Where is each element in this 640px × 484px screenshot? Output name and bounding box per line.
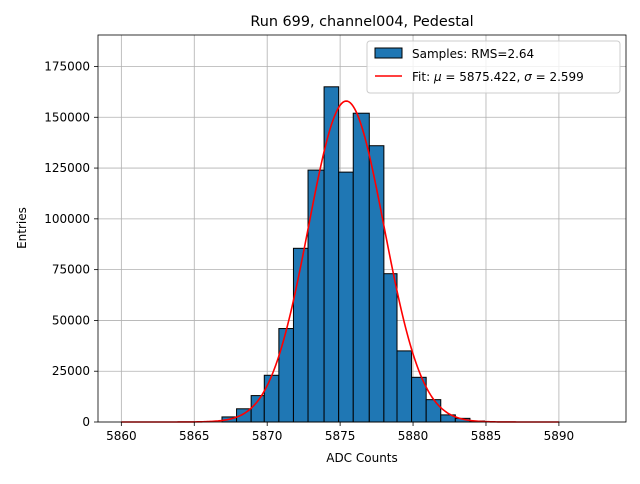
histogram-bar [383,273,398,423]
histogram-bars [221,86,486,423]
x-tick-label: 5860 [106,429,137,443]
x-tick-label: 5890 [544,429,575,443]
x-tick-label: 5875 [325,429,356,443]
histogram-bar [292,247,309,423]
legend-fit-label: Fit: μ = 5875.422, σ = 2.599 [412,70,584,84]
x-tick-label: 5865 [179,429,210,443]
y-tick-label: 50000 [52,313,90,327]
x-axis-label: ADC Counts [326,451,398,465]
legend-histogram-label: Samples: RMS=2.64 [412,47,534,61]
chart-title: Run 699, channel004, Pedestal [250,14,473,30]
y-tick-label: 25000 [52,364,90,378]
y-tick-label: 0 [82,415,90,429]
histogram-bar [396,350,413,423]
x-tick-label: 5885 [471,429,502,443]
y-tick-label: 125000 [44,161,90,175]
histogram-bar [425,399,442,423]
x-tick-label: 5870 [252,429,283,443]
histogram-bar [338,171,354,423]
histogram-bar [250,395,265,423]
y-tick-label: 175000 [44,59,90,73]
histogram-bar [323,86,340,423]
y-axis-label: Entries [15,207,29,249]
histogram-bar [307,169,325,423]
legend-box [366,40,621,94]
x-tick-label: 5880 [398,429,429,443]
legend-histogram-swatch [374,47,403,59]
histogram-bar [278,328,294,423]
y-tick-label: 100000 [44,212,90,226]
axis-ticks: 5860 5865 5870 5875 5880 5885 5890 0 25000 50000 7… [44,59,574,443]
histogram-bar [263,374,280,423]
legend: Samples: RMS=2.64 Fit: μ = 5875.422, σ =… [366,40,621,94]
y-tick-label: 150000 [44,110,90,124]
histogram-bar [352,112,370,423]
y-tick-label: 75000 [52,263,90,277]
plot-frame [97,34,627,423]
